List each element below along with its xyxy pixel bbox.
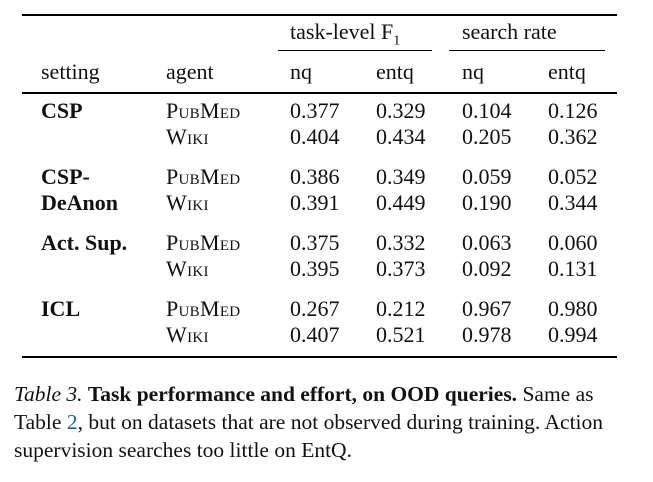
table-cell: 0.267 (290, 296, 340, 321)
caption-table-ref-link[interactable]: 2 (66, 410, 78, 434)
table-cell: 0.063 (462, 230, 512, 255)
table-cell: 0.980 (548, 296, 598, 321)
table-cell: 0.395 (290, 256, 340, 281)
caption-text-before-ref: Same as Table (14, 382, 594, 434)
task-f1-group-rule (278, 50, 432, 51)
table-cell: 0.190 (462, 190, 512, 215)
table-cell: 0.362 (548, 124, 598, 149)
column-header-nq-f1: nq (290, 59, 312, 84)
setting-label: CSP (41, 98, 83, 123)
agent-label: PubMed (166, 230, 241, 255)
table-cell: 0.391 (290, 190, 340, 215)
table-cell: 0.052 (548, 164, 598, 189)
column-header-setting: setting (41, 59, 100, 84)
column-header-entq-f1: entq (376, 59, 414, 84)
setting-label: Act. Sup. (41, 230, 128, 255)
table-cell: 0.126 (548, 98, 598, 123)
agent-label: PubMed (166, 164, 241, 189)
table-header-rule (22, 92, 617, 94)
caption-title: Task performance and effort, on OOD quer… (87, 382, 518, 406)
table-cell: 0.994 (548, 322, 598, 347)
agent-label: PubMed (166, 296, 241, 321)
table-top-rule (22, 14, 617, 16)
table-cell: 0.059 (462, 164, 512, 189)
table-cell: 0.131 (548, 256, 598, 281)
table-cell: 0.104 (462, 98, 512, 123)
agent-label: Wiki (166, 124, 209, 149)
table-cell: 0.404 (290, 124, 340, 149)
table-cell: 0.377 (290, 98, 340, 123)
table-cell: 0.521 (376, 322, 426, 347)
table-cell: 0.375 (290, 230, 340, 255)
table-cell: 0.967 (462, 296, 512, 321)
table-cell: 0.060 (548, 230, 598, 255)
agent-label: Wiki (166, 322, 209, 347)
table-cell: 0.449 (376, 190, 426, 215)
setting-label: ICL (41, 296, 81, 321)
table-cell: 0.329 (376, 98, 426, 123)
table-caption: Table 3. Task performance and effort, on… (14, 380, 644, 464)
setting-label: DeAnon (41, 190, 119, 215)
table-cell: 0.349 (376, 164, 426, 189)
column-header-agent: agent (166, 59, 214, 84)
group-header-task-f1: task-level F​1 (290, 19, 401, 49)
caption-label: Table 3. (14, 382, 83, 406)
column-header-nq-search: nq (462, 59, 484, 84)
table-cell: 0.212 (376, 296, 426, 321)
table-cell: 0.205 (462, 124, 512, 149)
group-header-search-rate: search rate (462, 19, 557, 44)
agent-label: Wiki (166, 256, 209, 281)
table-cell: 0.092 (462, 256, 512, 281)
table-cell: 0.373 (376, 256, 426, 281)
table-cell: 0.344 (548, 190, 598, 215)
table-cell: 0.434 (376, 124, 426, 149)
table-cell: 0.978 (462, 322, 512, 347)
table-cell: 0.332 (376, 230, 426, 255)
table-cell: 0.386 (290, 164, 340, 189)
agent-label: Wiki (166, 190, 209, 215)
setting-label: CSP- (41, 164, 90, 189)
table-cell: 0.407 (290, 322, 340, 347)
agent-label: PubMed (166, 98, 241, 123)
search-rate-group-rule (449, 50, 605, 51)
table-bottom-rule (22, 356, 617, 358)
column-header-entq-search: entq (548, 59, 586, 84)
caption-text-after-ref: , but on datasets that are not observed … (14, 410, 604, 462)
